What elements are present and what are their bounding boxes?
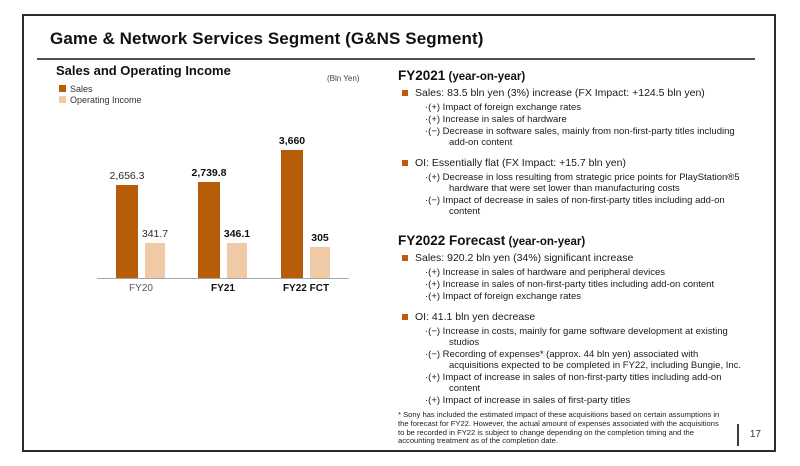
category-label: FY21 (211, 283, 235, 294)
bar-value-label: 2,739.8 (191, 167, 227, 179)
section-heading-main: FY2022 Forecast (398, 233, 506, 248)
operating-income-bar (227, 243, 247, 278)
sub-bullet: ·(+) Decrease in loss resulting from str… (425, 172, 740, 194)
sales-bar (281, 150, 303, 278)
section-heading-suffix: (year-on-year) (505, 236, 586, 248)
sub-bullet: ·(+) Increase in sales of hardware (425, 114, 567, 125)
sub-bullet: ·(+) Impact of foreign exchange rates (425, 102, 582, 113)
unit-label: (Bln Yen) (327, 74, 360, 83)
slide: Game & Network Services Segment (G&NS Se… (22, 14, 776, 452)
section-heading: FY2021 (year-on-year) (398, 68, 772, 85)
bar-value-label: 305 (311, 232, 329, 244)
footnote: * Sony has included the estimated impact… (398, 410, 720, 446)
bullet-label: Sales: 920.2 bln yen (34%) significant i… (415, 252, 634, 264)
legend-label: Operating Income (70, 94, 142, 105)
sub-bullet: ·(−) Decrease in software sales, mainly … (425, 126, 735, 148)
operating-income-bar (145, 243, 165, 278)
section-heading: FY2022 Forecast (year-on-year) (398, 233, 772, 250)
section-heading-suffix: (year-on-year) (445, 71, 526, 83)
legend-label: Sales (70, 83, 93, 94)
category-label: FY22 FCT (282, 283, 330, 294)
legend-item: Sales (59, 83, 142, 94)
bullet-label: OI: Essentially flat (FX Impact: +15.7 b… (415, 157, 626, 169)
sub-bullet: ·(+) Impact of increase in sales of firs… (425, 395, 631, 406)
bullet-square-icon (402, 90, 408, 96)
chart-title: Sales and Operating Income (56, 63, 231, 78)
bullet-label: Sales: 83.5 bln yen (3%) increase (FX Im… (415, 87, 705, 99)
commentary-column: FY2021 (year-on-year) Sales: 83.5 bln yen… (398, 68, 772, 446)
page-number: 17 (749, 429, 761, 440)
bullet-item: Sales: 920.2 bln yen (34%) significant i… (402, 252, 772, 265)
sub-bullet: ·(+) Increase in sales of non-first-part… (425, 279, 715, 290)
bar-chart: 2,656.3 341.7 FY20 2,739.8 346.1 FY21 3,660 305… (50, 110, 380, 310)
sub-bullet: ·(−) Impact of decrease in sales of non-… (425, 195, 725, 217)
sub-bullet: ·(−) Recording of expenses* (approx. 44 … (425, 349, 742, 371)
sub-bullet: ·(+) Impact of increase in sales of non-… (425, 372, 722, 394)
section-heading-main: FY2021 (398, 68, 446, 83)
sub-bullet: ·(+) Impact of foreign exchange rates (425, 291, 582, 302)
chart-legend: Sales Operating Income (59, 83, 142, 105)
bullet-label: OI: 41.1 bln yen decrease (415, 311, 536, 323)
section: FY2021 (year-on-year) Sales: 83.5 bln yen… (398, 68, 772, 217)
sub-bullet: ·(+) Increase in sales of hardware and p… (425, 267, 666, 278)
bar-value-label: 3,660 (278, 135, 306, 147)
bullet-item: OI: Essentially flat (FX Impact: +15.7 b… (402, 157, 772, 170)
sub-bullet: ·(−) Increase in costs, mainly for game … (425, 326, 728, 348)
slide-title: Game & Network Services Segment (G&NS Se… (50, 29, 484, 48)
legend-item: Operating Income (59, 94, 142, 105)
operating-income-bar (310, 247, 330, 278)
legend-swatch (59, 85, 66, 92)
bar-value-label: 346.1 (223, 228, 251, 240)
bar-value-label: 341.7 (141, 228, 169, 240)
title-underline (37, 58, 755, 60)
section: FY2022 Forecast (year-on-year) Sales: 920… (398, 233, 772, 406)
bar-value-label: 2,656.3 (109, 170, 145, 182)
bullet-square-icon (402, 160, 408, 166)
bullet-square-icon (402, 314, 408, 320)
bullet-item: OI: 41.1 bln yen decrease (402, 311, 772, 324)
bullet-item: Sales: 83.5 bln yen (3%) increase (FX Im… (402, 87, 772, 100)
bullet-square-icon (402, 255, 408, 261)
legend-swatch (59, 96, 66, 103)
x-axis-line (97, 278, 349, 279)
category-label: FY20 (129, 283, 153, 294)
sales-bar (198, 182, 220, 278)
sales-bar (116, 185, 138, 278)
page-number-box: 17 (736, 424, 770, 446)
